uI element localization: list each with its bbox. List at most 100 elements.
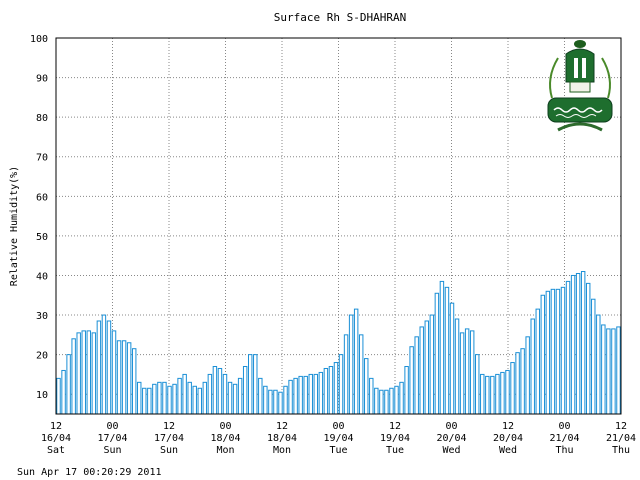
bar <box>328 366 334 415</box>
bar <box>389 387 394 415</box>
x-tick-label-date: 17/04 <box>97 433 127 444</box>
bar <box>323 367 329 415</box>
bar <box>116 340 122 415</box>
x-tick-label-date: 18/04 <box>210 433 240 444</box>
y-tick-label: 30 <box>36 311 48 322</box>
bar <box>580 271 586 415</box>
x-tick-label-hour: 12 <box>502 421 514 432</box>
bar <box>505 369 510 415</box>
bar <box>142 387 147 415</box>
bar <box>343 334 349 415</box>
bar <box>364 358 369 415</box>
bar <box>258 377 263 415</box>
bar <box>394 385 399 415</box>
y-tick-label: 90 <box>36 74 48 85</box>
bar <box>318 371 324 415</box>
bar <box>596 314 601 415</box>
bar <box>56 377 61 415</box>
bar <box>550 288 556 415</box>
bar <box>137 381 142 415</box>
chart-title: Surface Rh S-DHAHRAN <box>273 11 407 24</box>
bar <box>464 328 470 415</box>
x-tick-label-day: Mon <box>216 445 234 456</box>
bar <box>111 330 117 415</box>
bar <box>182 373 187 415</box>
bar <box>207 373 213 415</box>
bar <box>242 366 248 415</box>
bar <box>273 389 278 415</box>
bar <box>404 366 409 415</box>
bar <box>308 373 313 415</box>
bar <box>434 292 440 415</box>
x-tick-label-date: 18/04 <box>267 433 297 444</box>
bar <box>454 318 460 415</box>
bar <box>414 336 419 415</box>
bar <box>379 389 384 415</box>
y-tick-label: 10 <box>36 390 48 401</box>
bar <box>555 288 561 415</box>
y-tick-label: 70 <box>36 153 48 164</box>
bar <box>227 381 233 415</box>
y-tick-label: 40 <box>36 271 48 282</box>
bar <box>202 381 208 415</box>
bar <box>313 373 319 415</box>
bar <box>253 354 258 415</box>
x-tick-label-date: 20/04 <box>436 433 466 444</box>
bar <box>475 354 480 415</box>
bar <box>293 377 298 415</box>
x-tick-label-hour: 00 <box>332 421 344 432</box>
x-tick-label-hour: 00 <box>558 421 570 432</box>
bar <box>212 366 218 415</box>
bar <box>177 377 182 415</box>
y-tick-label: 80 <box>36 113 48 124</box>
bar <box>585 282 591 415</box>
bar <box>384 389 389 415</box>
x-tick-label-day: Sun <box>103 445 121 456</box>
bar <box>101 314 107 415</box>
bar <box>495 373 500 415</box>
bar <box>545 290 551 415</box>
bar <box>530 318 535 415</box>
y-tick-label: 20 <box>36 351 48 362</box>
y-tick-label: 60 <box>36 192 48 203</box>
bar <box>469 330 475 415</box>
bar <box>217 367 223 415</box>
bar <box>66 354 71 415</box>
x-tick-label-hour: 00 <box>445 421 457 432</box>
x-tick-label-day: Sun <box>160 445 178 456</box>
bar <box>237 377 243 415</box>
bar <box>187 381 192 415</box>
bar <box>338 354 344 415</box>
bar <box>298 375 303 415</box>
bar <box>247 354 253 415</box>
x-tick-label-day: Sat <box>47 445 65 456</box>
x-tick-label-date: 19/04 <box>380 433 410 444</box>
bar <box>106 320 112 415</box>
bar <box>61 369 66 415</box>
bar <box>515 352 520 415</box>
bar <box>167 385 172 415</box>
bar <box>565 280 571 415</box>
bar <box>86 330 92 415</box>
bar <box>611 328 616 415</box>
bar <box>419 326 424 415</box>
bar <box>152 383 157 415</box>
y-tick-label: 50 <box>36 232 48 243</box>
x-tick-label-day: Tue <box>329 445 347 456</box>
bar <box>131 348 137 415</box>
bar <box>591 298 596 415</box>
bar <box>162 381 167 415</box>
bar <box>192 385 197 415</box>
x-tick-label-day: Tue <box>386 445 404 456</box>
bar <box>560 286 566 415</box>
bar <box>485 375 490 415</box>
bar <box>575 272 581 415</box>
x-tick-label-day: Mon <box>273 445 291 456</box>
bar <box>535 308 540 415</box>
x-tick-label-hour: 00 <box>106 421 118 432</box>
bar <box>525 336 530 415</box>
bar <box>121 340 127 415</box>
bar <box>601 324 606 415</box>
x-tick-label-day: Wed <box>499 445 517 456</box>
bar <box>76 332 81 415</box>
